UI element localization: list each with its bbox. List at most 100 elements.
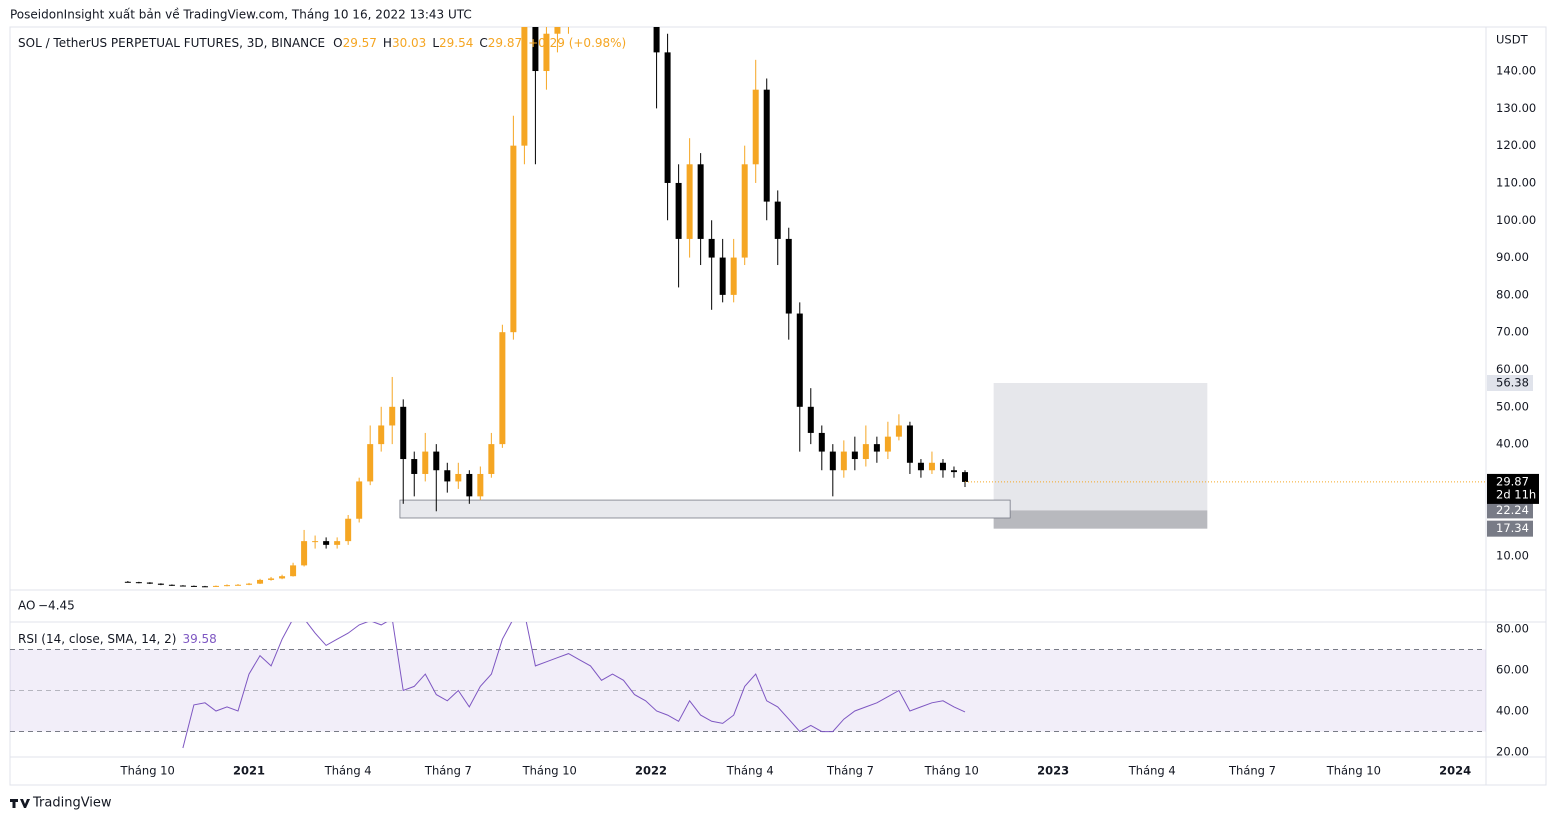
- candle-body: [422, 451, 429, 474]
- drawing-box: [993, 510, 1208, 529]
- candle-body: [686, 164, 693, 239]
- ohlc-key: C: [479, 36, 487, 50]
- candle-body: [279, 576, 286, 579]
- rsi-title: RSI (14, close, SMA, 14, 2) 39.58: [18, 632, 217, 646]
- candle-body: [554, 27, 561, 34]
- ohlc-value: 29.57: [343, 36, 377, 50]
- x-tick-label: Tháng 7: [826, 764, 874, 778]
- candle-body: [378, 425, 385, 445]
- symbol: SOL / TetherUS PERPETUAL FUTURES, 3D, BI…: [18, 36, 325, 50]
- candle-body: [653, 27, 660, 53]
- candle-body: [223, 585, 230, 587]
- y-tick-label: 130.00: [1496, 101, 1536, 115]
- price-label: 17.34: [1496, 521, 1529, 535]
- y-tick-label: 140.00: [1496, 64, 1536, 78]
- candle-body: [774, 201, 781, 239]
- candle-body: [235, 584, 242, 586]
- ohlc-value: 29.87: [488, 36, 522, 50]
- countdown: 2d 11h: [1496, 487, 1536, 501]
- x-tick-label: 2023: [1037, 764, 1069, 778]
- currency: USDT: [1496, 33, 1529, 47]
- price-label: 22.24: [1496, 503, 1529, 517]
- footer: TradingView: [32, 796, 112, 811]
- ao-name: AO: [18, 599, 35, 613]
- candle-body: [290, 565, 297, 577]
- rsi-tick-label: 40.00: [1496, 704, 1529, 718]
- rsi-name: RSI (14, close, SMA, 14, 2): [18, 632, 176, 646]
- y-tick-label: 70.00: [1496, 325, 1529, 339]
- candle-body: [389, 406, 396, 426]
- candle-body: [719, 257, 726, 295]
- candle-body: [179, 585, 186, 587]
- ohlc-value: 30.03: [392, 36, 426, 50]
- rsi-tick-label: 60.00: [1496, 663, 1529, 677]
- candle-body: [135, 582, 142, 584]
- y-tick-label: 10.00: [1496, 549, 1529, 563]
- rsi-line: [182, 622, 966, 749]
- y-tick-label: 80.00: [1496, 287, 1529, 301]
- x-tick-label: 2024: [1439, 764, 1471, 778]
- ohlc-key: L: [432, 36, 439, 50]
- candle-body: [367, 444, 374, 482]
- candle-body: [928, 462, 935, 471]
- frame: [9, 26, 1547, 786]
- y-tick-label: 50.00: [1496, 399, 1529, 413]
- candle-body: [510, 145, 517, 333]
- candle-body: [301, 541, 308, 566]
- candle-body: [124, 581, 131, 583]
- candle-body: [499, 332, 506, 445]
- x-tick-label: Tháng 10: [1326, 764, 1381, 778]
- x-tick-label: 2021: [233, 764, 265, 778]
- y-tick-label: 120.00: [1496, 138, 1536, 152]
- candle-body: [961, 472, 968, 482]
- candle-body: [730, 257, 737, 295]
- candle-body: [532, 27, 539, 72]
- candle-body: [818, 432, 825, 452]
- candle-body: [521, 27, 528, 146]
- candle-body: [950, 470, 957, 473]
- candle-body: [785, 238, 792, 314]
- candle-body: [862, 444, 869, 460]
- price-label-bg: [1487, 375, 1533, 392]
- y-tick-label: 110.00: [1496, 175, 1536, 189]
- candle-body: [741, 164, 748, 258]
- candle-body: [168, 584, 175, 586]
- candle-body: [873, 444, 880, 452]
- candle-body: [675, 182, 682, 239]
- price-label-bg: [1487, 502, 1533, 519]
- ohlc-key: O: [333, 36, 342, 50]
- candle-body: [708, 238, 715, 258]
- x-tick-label: Tháng 4: [726, 764, 774, 778]
- candle-body: [334, 541, 341, 545]
- drawing-box: [399, 499, 1011, 519]
- x-tick-label: Tháng 4: [1128, 764, 1176, 778]
- candle-body: [400, 406, 407, 460]
- y-tick-label: 90.00: [1496, 250, 1529, 264]
- candle-body: [939, 462, 946, 471]
- candle-body: [433, 451, 440, 471]
- x-tick-label: 2022: [635, 764, 667, 778]
- drawing-box: [993, 383, 1208, 511]
- ao-value: −4.45: [38, 599, 75, 613]
- rsi-tick-label: 20.00: [1496, 745, 1529, 759]
- candle-body: [356, 481, 363, 519]
- x-tick-label: Tháng 10: [522, 764, 577, 778]
- candle-body: [212, 585, 219, 587]
- candle-body: [246, 583, 253, 585]
- candle-body: [807, 406, 814, 433]
- candle-body: [323, 541, 330, 545]
- y-tick-label: 60.00: [1496, 362, 1529, 376]
- candle-body: [157, 583, 164, 585]
- x-tick-label: Tháng 10: [924, 764, 979, 778]
- candle-body: [851, 451, 858, 460]
- ohlc-key: H: [383, 36, 392, 50]
- last-price-bg: [1487, 473, 1539, 504]
- title: SOL / TetherUS PERPETUAL FUTURES, 3D, BI…: [18, 36, 626, 50]
- candle-body: [312, 541, 319, 543]
- candle-body: [884, 436, 891, 452]
- candle-body: [763, 89, 770, 202]
- y-tick-label: 40.00: [1496, 437, 1529, 451]
- candle-body: [201, 586, 208, 588]
- candle-body: [752, 89, 759, 165]
- candle-body: [411, 459, 418, 474]
